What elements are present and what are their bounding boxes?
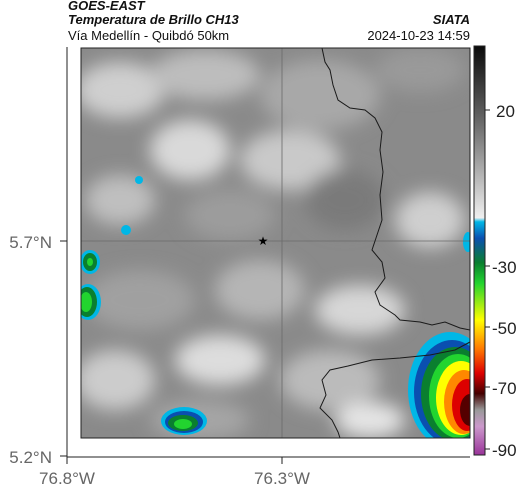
lat-label-5.2N: 5.2°N: [9, 448, 52, 467]
lon-label-76.3W: 76.3°W: [254, 469, 310, 488]
colorbar: 20 -30 -50 -70 -90: [473, 45, 517, 460]
cloud-field: ★: [81, 48, 470, 438]
small-cell-1: [135, 176, 143, 184]
colorbar-gradient: [473, 45, 486, 456]
lat-label-5.7N: 5.7°N: [9, 233, 52, 252]
small-cell-2: [121, 225, 131, 235]
cbar-label-m30: -30: [492, 258, 517, 277]
department-boundary-south: [319, 341, 470, 438]
edge-cell-east: [463, 232, 470, 252]
convective-cell-west-1: [81, 250, 100, 274]
location-marker-star-icon: ★: [258, 234, 269, 248]
product-title: Temperatura de Brillo CH13: [68, 12, 239, 27]
timestamp: 2024-10-23 14:59: [367, 28, 470, 43]
department-boundary: [321, 48, 470, 331]
convective-cell-southeast: [408, 332, 470, 438]
lon-label-76.8W: 76.8°W: [39, 469, 95, 488]
cbar-label-m90: -90: [492, 441, 517, 460]
cbar-label-m70: -70: [492, 379, 517, 398]
convective-cell-south: [161, 407, 207, 435]
cbar-label-20: 20: [496, 102, 515, 121]
satellite-name: GOES-EAST: [68, 0, 145, 13]
map-frame: [80, 47, 471, 439]
cbar-label-m50: -50: [492, 319, 517, 338]
convective-cell-west-2: [81, 284, 101, 320]
region-label: Vía Medellín - Quibdó 50km: [68, 28, 230, 43]
organization: SIATA: [432, 12, 470, 27]
